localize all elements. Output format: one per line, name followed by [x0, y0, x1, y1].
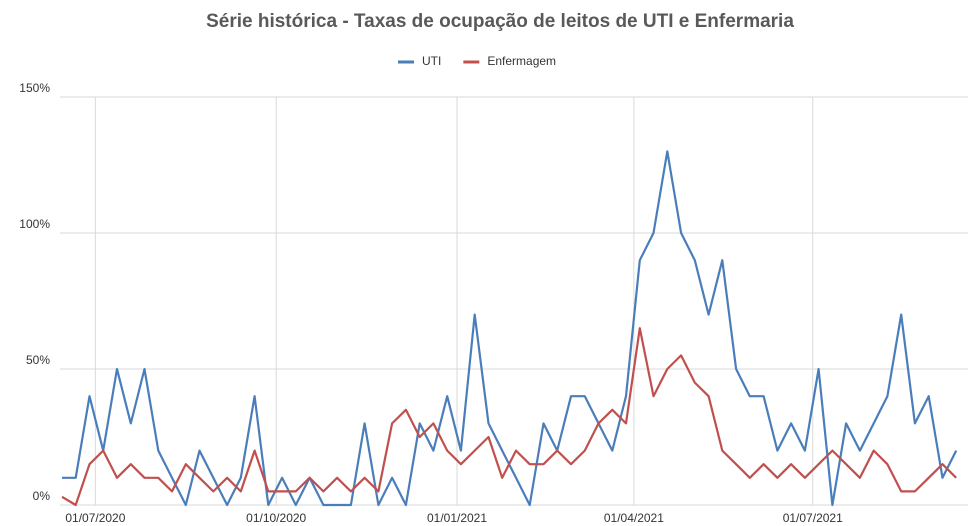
x-tick-label: 01/04/2021	[604, 511, 664, 525]
x-tick-label: 01/07/2020	[65, 511, 125, 525]
y-tick-label: 50%	[26, 353, 50, 367]
x-tick-label: 01/07/2021	[783, 511, 843, 525]
y-tick-label: 150%	[19, 81, 50, 95]
legend-label: UTI	[422, 54, 441, 68]
y-tick-label: 0%	[33, 489, 51, 503]
series-line	[61, 327, 957, 507]
y-tick-label: 100%	[19, 217, 50, 231]
legend-label: Enfermagem	[487, 54, 556, 68]
chart-title: Série histórica - Taxas de ocupação de l…	[206, 11, 794, 32]
x-tick-label: 01/10/2020	[246, 511, 306, 525]
series-line	[62, 150, 958, 507]
x-tick-label: 01/01/2021	[427, 511, 487, 525]
